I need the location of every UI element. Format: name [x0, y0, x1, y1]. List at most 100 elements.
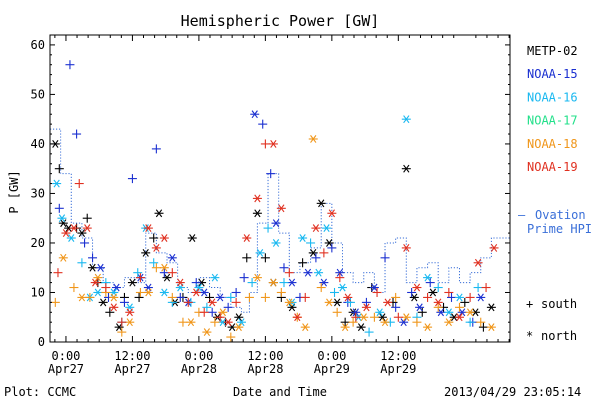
- x-tick-label-time: 12:00: [380, 349, 416, 363]
- data-point-metp-02-south: [298, 258, 308, 268]
- data-point-noaa-16-north: [423, 273, 433, 282]
- marker-stroke: [254, 209, 261, 218]
- marker-stroke: [342, 323, 349, 332]
- data-point-noaa-15-north: [369, 283, 379, 292]
- marker-stroke: [403, 115, 410, 124]
- data-point-metp-02-north: [234, 313, 244, 322]
- data-point-noaa-15-south: [223, 302, 233, 312]
- data-point-noaa-15-north: [215, 293, 225, 302]
- data-point-noaa-15-north: [111, 283, 121, 292]
- data-point-metp-02-north: [377, 313, 387, 322]
- data-point-noaa-15-south: [159, 268, 169, 278]
- data-point-noaa-18-south: [117, 327, 127, 337]
- data-point-noaa-19-north: [175, 278, 185, 287]
- data-point-noaa-18-south: [391, 292, 401, 302]
- marker-stroke: [371, 283, 378, 292]
- data-point-noaa-15-north: [287, 278, 297, 287]
- data-point-noaa-19-north: [143, 224, 153, 233]
- data-point-noaa-15-north: [143, 283, 153, 292]
- data-point-noaa-15-south: [380, 253, 390, 263]
- data-point-metp-02-north: [287, 303, 297, 312]
- marker-stroke: [238, 318, 245, 327]
- marker-stroke: [113, 283, 120, 292]
- data-point-noaa-18-north: [359, 313, 369, 322]
- data-point-noaa-19-north: [276, 204, 286, 213]
- marker-stroke: [217, 293, 224, 302]
- data-point-noaa-15-south: [447, 292, 457, 302]
- marker-stroke: [60, 219, 67, 228]
- data-point-noaa-18-south: [69, 283, 79, 293]
- marker-stroke: [163, 273, 171, 282]
- data-point-noaa-16-south: [306, 238, 316, 248]
- data-point-noaa-19-north: [268, 140, 278, 148]
- data-point-noaa-16-north: [375, 308, 385, 317]
- data-point-metp-02-north: [316, 199, 326, 208]
- marker-key-symbol: *: [526, 329, 533, 343]
- data-point-noaa-19-south: [284, 268, 294, 278]
- marker-stroke: [474, 258, 482, 267]
- marker-stroke: [129, 278, 136, 287]
- marker-stroke: [169, 253, 176, 262]
- data-point-noaa-18-south: [332, 307, 342, 317]
- data-point-noaa-15-south: [65, 60, 75, 70]
- data-point-noaa-16-north: [298, 234, 308, 242]
- marker-stroke: [92, 278, 99, 287]
- data-point-noaa-15-north: [250, 110, 260, 119]
- marker-stroke: [70, 224, 78, 233]
- data-point-noaa-19-north: [61, 229, 71, 237]
- data-point-noaa-16-north: [57, 214, 67, 223]
- data-point-noaa-16-north: [444, 308, 454, 317]
- data-point-noaa-16-north: [271, 239, 281, 247]
- marker-stroke: [219, 318, 226, 327]
- marker-stroke: [84, 224, 91, 233]
- data-point-noaa-16-north: [194, 283, 204, 292]
- plot-frame: [49, 34, 511, 343]
- data-point-metp-02-north: [114, 323, 124, 332]
- data-point-noaa-15-south: [207, 307, 217, 317]
- data-point-noaa-19-south: [215, 312, 225, 322]
- data-point-noaa-18-south: [433, 302, 443, 312]
- data-point-noaa-19-south: [231, 297, 241, 307]
- data-point-noaa-16-north: [401, 115, 411, 124]
- data-point-noaa-16-south: [465, 317, 475, 327]
- data-point-noaa-15-south: [258, 119, 268, 129]
- data-point-noaa-18-south: [135, 287, 145, 297]
- data-point-metp-02-north: [356, 323, 366, 332]
- legend-item-noaa-15: NOAA-15: [527, 67, 578, 81]
- marker-stroke: [203, 328, 211, 337]
- marker-stroke: [437, 308, 445, 317]
- data-point-noaa-19-north: [191, 288, 201, 297]
- data-point-noaa-16-north: [109, 288, 119, 297]
- data-point-noaa-19-north: [311, 224, 321, 233]
- marker-stroke: [403, 164, 410, 173]
- marker-stroke: [142, 248, 149, 257]
- marker-stroke: [256, 248, 264, 257]
- data-points: [50, 60, 499, 342]
- data-point-noaa-18-south: [226, 332, 236, 342]
- marker-stroke: [456, 313, 463, 322]
- data-point-noaa-19-north: [151, 243, 161, 252]
- data-point-noaa-19-north: [292, 313, 302, 322]
- data-point-noaa-19-south: [117, 317, 127, 327]
- data-point-noaa-16-north: [454, 293, 464, 302]
- y-tick-label: 50: [31, 87, 45, 101]
- data-point-noaa-19-south: [53, 268, 63, 278]
- marker-stroke: [219, 308, 226, 317]
- data-point-noaa-15-north: [457, 308, 467, 317]
- data-point-noaa-16-south: [345, 297, 355, 307]
- data-point-noaa-16-north: [66, 234, 76, 242]
- marker-stroke: [339, 283, 346, 292]
- marker-stroke: [155, 209, 163, 218]
- marker-stroke: [153, 243, 160, 252]
- marker-stroke: [110, 293, 117, 302]
- data-point-noaa-16-south: [263, 223, 273, 233]
- marker-stroke: [413, 283, 421, 292]
- x-tick-label-time: 12:00: [247, 349, 283, 363]
- data-point-noaa-15-south: [327, 243, 337, 253]
- data-point-noaa-19-north: [82, 224, 92, 233]
- data-point-noaa-15-north: [335, 268, 345, 277]
- marker-stroke: [100, 298, 107, 307]
- marker-stroke: [225, 318, 232, 327]
- data-point-noaa-15-north: [319, 278, 329, 287]
- data-point-metp-02-north: [154, 209, 164, 218]
